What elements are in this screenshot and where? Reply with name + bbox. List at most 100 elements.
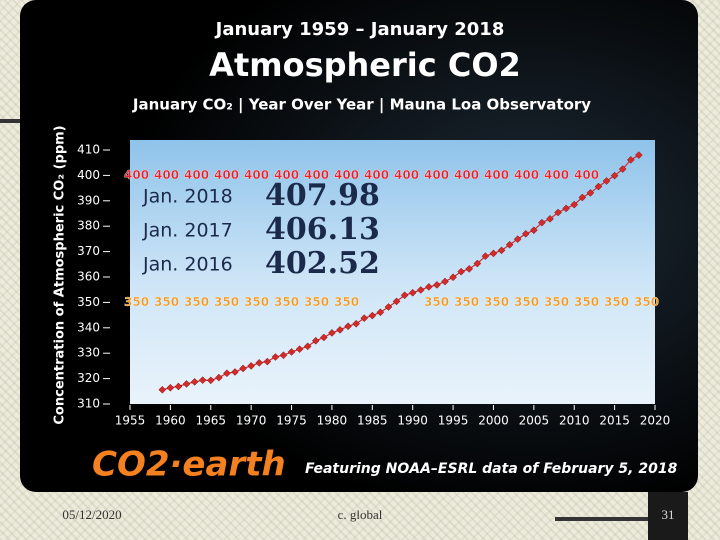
- chart-title: January 1959 – January 2018: [214, 19, 505, 40]
- data-point: [392, 297, 401, 306]
- data-point: [634, 151, 643, 159]
- x-tick-label: 2005: [519, 414, 550, 428]
- reference-label: 350: [634, 295, 659, 309]
- y-tick-label: 340: [77, 320, 100, 334]
- reference-label: 350: [244, 295, 269, 309]
- data-point: [174, 382, 183, 391]
- x-tick-label: 1970: [236, 414, 267, 428]
- data-point: [247, 362, 256, 370]
- data-point: [497, 246, 506, 255]
- credit: Featuring NOAA–ESRL data of February 5, …: [305, 461, 678, 477]
- data-point: [360, 314, 369, 323]
- x-tick-label: 1960: [155, 414, 186, 428]
- data-point: [263, 357, 272, 366]
- plot-area: [130, 140, 655, 404]
- x-tick-label: 1980: [317, 414, 348, 428]
- annotation-value: 407.98: [265, 178, 380, 213]
- footer-date: 05/12/2020: [62, 507, 121, 522]
- reference-label: 350: [304, 295, 329, 309]
- x-tick-label: 2020: [640, 414, 671, 428]
- y-tick-label: 330: [77, 346, 100, 360]
- headline: Atmospheric CO2: [209, 46, 521, 84]
- data-point: [602, 177, 611, 185]
- reference-label: 400: [394, 168, 419, 182]
- reference-label: 400: [544, 168, 569, 182]
- data-point: [546, 214, 554, 223]
- y-tick-label: 360: [77, 270, 100, 284]
- reference-label: 350: [334, 295, 359, 309]
- page-box: [648, 492, 688, 540]
- reference-label: 400: [184, 168, 209, 182]
- subtitle: January CO₂ | Year Over Year | Mauna Loa…: [132, 96, 591, 115]
- data-point: [489, 249, 498, 258]
- y-tick-label: 400: [77, 168, 100, 182]
- x-tick-label: 2015: [599, 414, 630, 428]
- x-tick-label: 1985: [357, 414, 388, 428]
- data-point: [554, 208, 562, 217]
- data-point: [376, 308, 385, 317]
- reference-label: 400: [364, 168, 389, 182]
- data-point: [190, 378, 199, 386]
- reference-label: 350: [604, 295, 629, 309]
- y-tick-label: 350: [77, 295, 100, 309]
- reference-label: 400: [334, 168, 359, 182]
- y-tick-label: 370: [77, 244, 100, 258]
- y-tick-label: 320: [77, 371, 100, 385]
- data-point: [336, 325, 344, 334]
- data-point: [618, 165, 627, 173]
- data-point: [626, 156, 635, 164]
- reference-label: 400: [424, 168, 449, 182]
- data-point: [328, 329, 336, 337]
- data-point: [239, 364, 247, 373]
- annotation-value: 402.52: [265, 246, 380, 281]
- data-point: [182, 380, 191, 388]
- x-tick-label: 1955: [115, 414, 146, 428]
- data-point: [400, 291, 409, 300]
- data-point: [433, 281, 441, 289]
- x-tick-label: 1990: [397, 414, 428, 428]
- data-point: [457, 267, 466, 276]
- data-point: [416, 286, 425, 294]
- page-number: 31: [662, 507, 675, 522]
- reference-label: 350: [514, 295, 539, 309]
- y-tick-label: 310: [77, 397, 100, 411]
- reference-label: 350: [124, 295, 149, 309]
- y-axis-label: Concentration of Atmospheric CO₂ (ppm): [53, 125, 68, 424]
- data-point: [570, 200, 579, 209]
- reference-label: 350: [154, 295, 179, 309]
- reference-label: 350: [454, 295, 479, 309]
- x-tick-label: 2000: [478, 414, 509, 428]
- data-point: [578, 193, 587, 202]
- x-tick-label: 1995: [438, 414, 469, 428]
- data-point: [214, 373, 223, 382]
- data-point: [384, 303, 393, 311]
- reference-label: 350: [424, 295, 449, 309]
- reference-label: 400: [244, 168, 269, 182]
- annotation-value: 406.13: [265, 212, 380, 247]
- reference-label: 350: [274, 295, 299, 309]
- data-point: [513, 235, 522, 244]
- data-point: [594, 182, 603, 191]
- annotation-label: Jan. 2018: [142, 186, 233, 208]
- data-point: [311, 336, 320, 345]
- data-point: [610, 171, 619, 180]
- data-point: [424, 283, 433, 291]
- annotation-label: Jan. 2017: [142, 220, 233, 242]
- reference-label: 400: [514, 168, 539, 182]
- data-point: [231, 368, 239, 376]
- data-point: [295, 345, 304, 353]
- brand: CO2·earth: [92, 445, 286, 485]
- reference-label: 350: [214, 295, 239, 309]
- y-tick-label: 410: [77, 143, 100, 157]
- data-point: [271, 353, 280, 361]
- data-point: [158, 385, 167, 394]
- data-point: [441, 277, 449, 286]
- data-point: [473, 259, 482, 268]
- data-point: [521, 229, 530, 238]
- data-point: [255, 358, 264, 367]
- data-point: [562, 204, 571, 213]
- data-point: [586, 189, 595, 197]
- reference-label: 400: [454, 168, 479, 182]
